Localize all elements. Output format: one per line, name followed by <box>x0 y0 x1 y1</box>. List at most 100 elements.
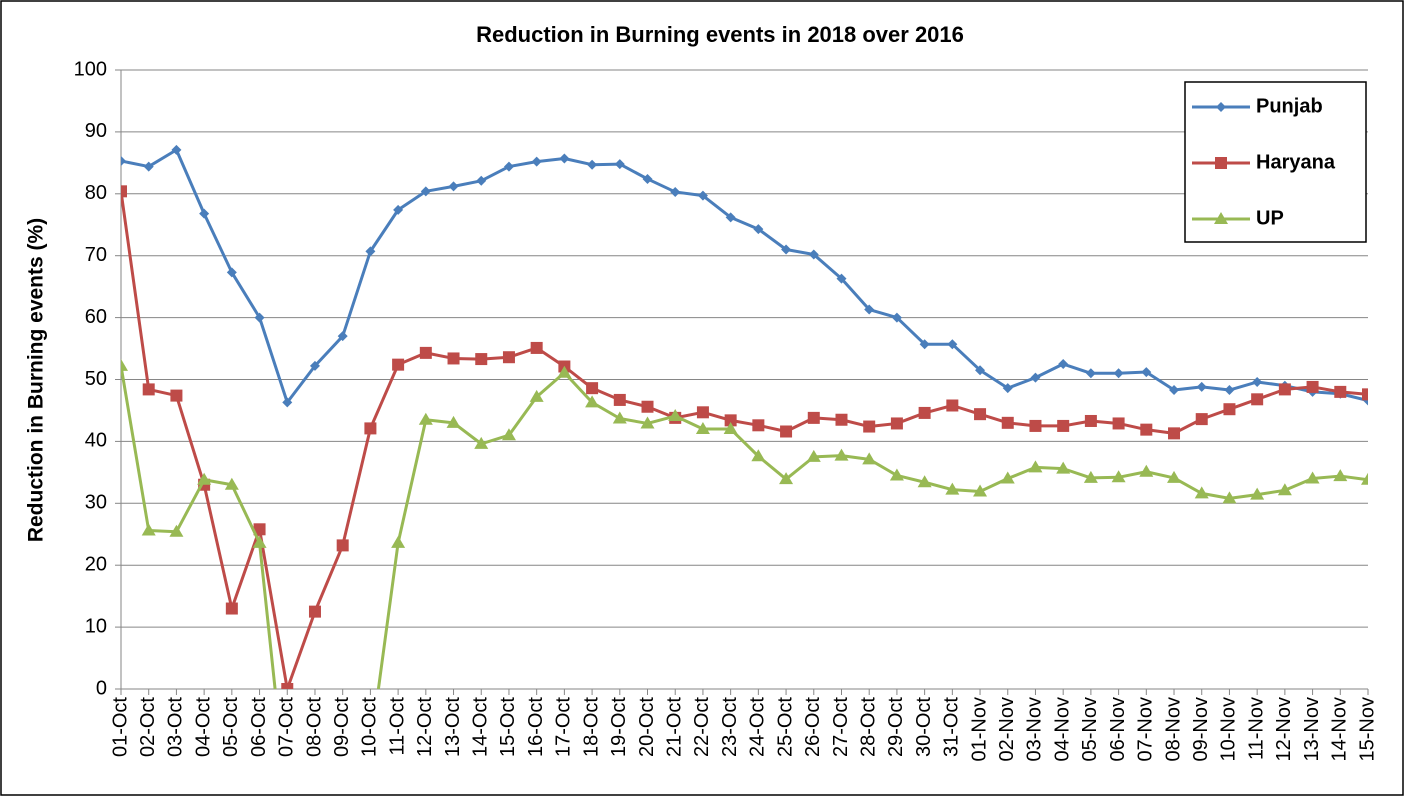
series-line <box>121 365 1368 689</box>
x-tick-label: 19-Oct <box>608 697 630 757</box>
x-tick-label: 11-Nov <box>1245 697 1267 760</box>
marker <box>641 400 654 413</box>
x-tick-label: 03-Oct <box>165 697 187 757</box>
marker <box>919 339 930 350</box>
marker <box>1362 388 1368 401</box>
marker <box>1216 102 1226 112</box>
marker <box>254 312 265 323</box>
marker <box>1169 385 1180 396</box>
x-tick-label: 05-Oct <box>220 697 242 757</box>
marker <box>365 246 376 257</box>
x-tick-label: 17-Oct <box>553 697 575 757</box>
y-tick-label: 30 <box>85 492 107 514</box>
x-tick-label: 14-Nov <box>1329 697 1351 761</box>
marker <box>447 352 460 365</box>
x-tick-label: 05-Nov <box>1079 697 1101 761</box>
marker <box>1251 393 1264 406</box>
marker <box>806 449 821 462</box>
marker <box>1277 483 1292 496</box>
x-tick-label: 12-Nov <box>1273 697 1295 761</box>
marker <box>393 204 404 215</box>
marker <box>1057 419 1070 432</box>
marker <box>121 185 127 198</box>
marker <box>502 351 515 364</box>
marker <box>1141 367 1152 378</box>
x-tick-label: 16-Oct <box>525 697 547 757</box>
marker <box>1029 419 1042 432</box>
marker <box>309 360 320 371</box>
marker <box>695 422 710 435</box>
marker <box>808 249 819 260</box>
y-tick-label: 100 <box>74 58 107 80</box>
marker <box>1250 487 1265 500</box>
x-tick-label: 30-Oct <box>913 697 935 757</box>
plot <box>121 144 1368 689</box>
x-tick-label: 08-Nov <box>1162 697 1184 761</box>
marker <box>1167 470 1182 483</box>
marker <box>862 452 877 465</box>
marker <box>169 524 184 537</box>
marker <box>252 535 267 548</box>
marker <box>475 353 488 366</box>
marker <box>170 389 183 402</box>
grid: 0 10 20 30 40 50 60 70 80 90 100 01-Oct 02-Oct 03-Oct… <box>74 58 1379 761</box>
marker <box>613 393 626 406</box>
marker <box>1196 381 1207 392</box>
x-tick-label: 20-Oct <box>636 697 658 757</box>
marker <box>670 186 681 197</box>
marker <box>586 382 599 395</box>
marker <box>890 417 903 430</box>
marker <box>501 428 516 441</box>
marker <box>448 181 459 192</box>
marker <box>474 436 489 449</box>
marker <box>945 482 960 495</box>
marker <box>918 406 931 419</box>
marker <box>614 159 625 170</box>
marker <box>779 472 794 485</box>
marker <box>725 212 736 223</box>
marker <box>1056 461 1071 474</box>
marker <box>391 535 406 548</box>
x-tick-label: 10-Nov <box>1218 697 1240 761</box>
marker <box>640 416 655 429</box>
x-tick-label: 22-Oct <box>691 697 713 757</box>
x-tick-label: 09-Nov <box>1190 697 1212 761</box>
marker <box>781 244 792 255</box>
x-tick-label: 06-Oct <box>248 697 270 757</box>
y-tick-label: 10 <box>85 615 107 637</box>
marker <box>1252 376 1263 387</box>
x-tick-label: 29-Oct <box>885 697 907 757</box>
marker <box>1028 460 1043 473</box>
marker <box>1113 368 1124 379</box>
marker <box>253 523 266 536</box>
marker <box>973 484 988 497</box>
x-tick-label: 12-Oct <box>414 697 436 757</box>
series-line <box>121 191 1368 689</box>
marker <box>224 477 239 490</box>
y-tick-label: 0 <box>96 677 107 699</box>
marker <box>419 346 432 359</box>
x-tick-label: 15-Nov <box>1356 697 1378 761</box>
x-tick-label: 23-Oct <box>719 697 741 757</box>
x-tick-label: 10-Oct <box>359 697 381 757</box>
y-axis-label: Reduction in Burning events (%) <box>25 218 48 542</box>
marker <box>1085 368 1096 379</box>
marker <box>668 409 683 422</box>
marker <box>1334 385 1347 398</box>
marker <box>559 153 570 164</box>
legend-label: Punjab <box>1256 95 1323 117</box>
marker <box>585 395 600 408</box>
marker <box>557 365 572 378</box>
marker <box>1083 470 1098 483</box>
marker <box>337 331 348 342</box>
marker <box>121 155 126 166</box>
marker <box>530 341 543 354</box>
x-tick-label: 18-Oct <box>580 697 602 757</box>
x-tick-label: 26-Oct <box>802 697 824 757</box>
marker <box>1306 380 1319 393</box>
marker <box>1139 464 1154 477</box>
marker <box>1112 417 1125 430</box>
x-tick-label: 07-Oct <box>276 697 298 757</box>
